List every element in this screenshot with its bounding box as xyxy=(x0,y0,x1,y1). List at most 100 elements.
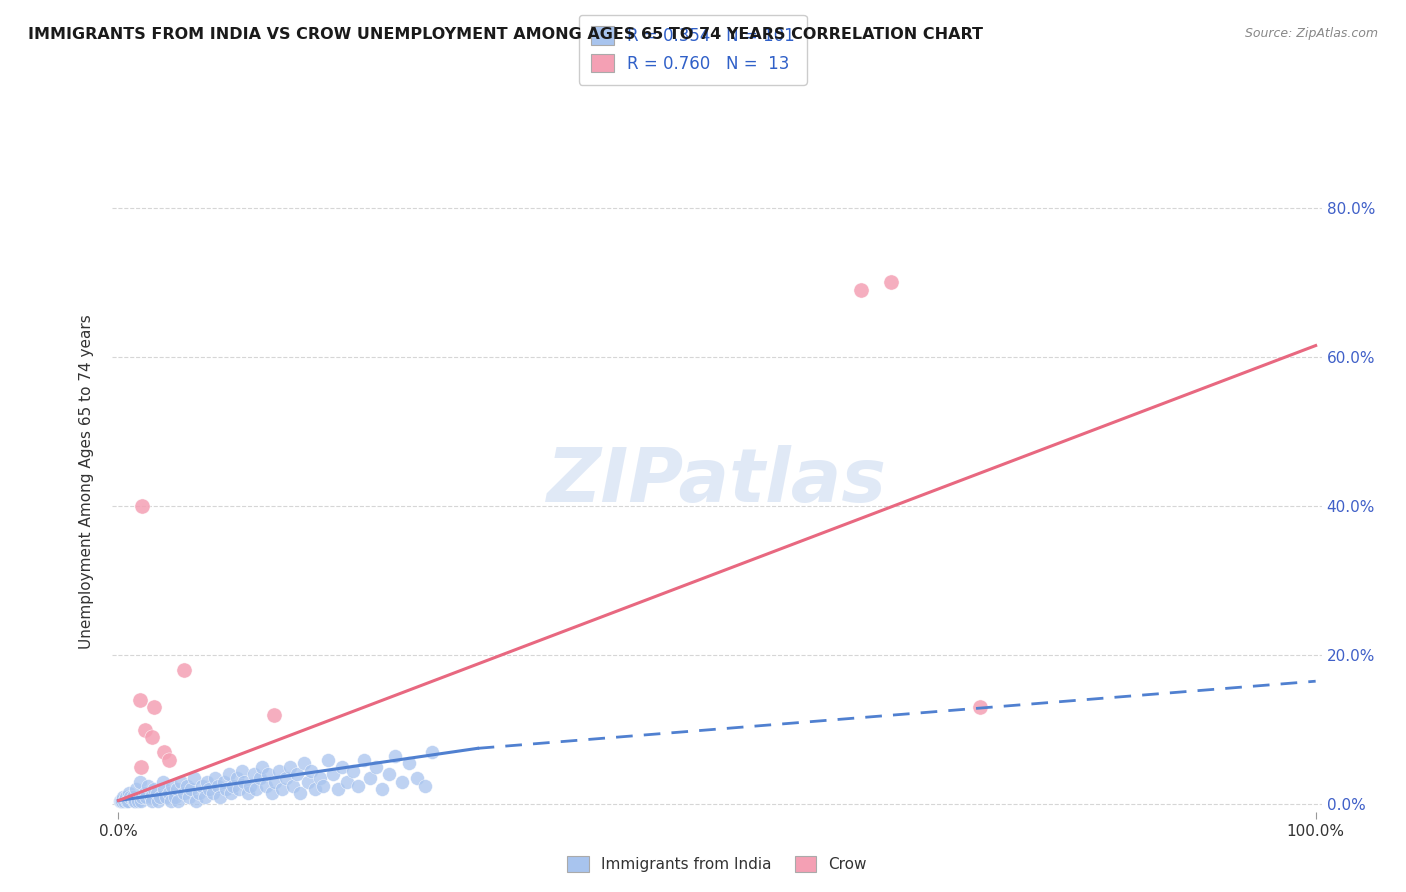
Point xyxy=(183,771,205,785)
Point xyxy=(186,793,208,807)
Point xyxy=(121,789,143,804)
Point xyxy=(135,789,157,804)
Point xyxy=(304,782,326,797)
Point xyxy=(326,782,349,797)
Point xyxy=(143,782,166,797)
Point xyxy=(267,764,290,778)
Text: Source: ZipAtlas.com: Source: ZipAtlas.com xyxy=(1244,27,1378,40)
Point xyxy=(173,786,195,800)
Point xyxy=(143,700,166,714)
Point xyxy=(283,779,305,793)
Point xyxy=(969,700,991,714)
Point xyxy=(336,775,359,789)
Point xyxy=(239,779,262,793)
Point xyxy=(285,767,308,781)
Point xyxy=(236,786,259,800)
Point xyxy=(879,275,901,289)
Text: ZIPatlas: ZIPatlas xyxy=(547,445,887,518)
Point xyxy=(299,764,322,778)
Point xyxy=(271,782,294,797)
Point xyxy=(226,771,249,785)
Point xyxy=(849,283,872,297)
Point xyxy=(254,779,277,793)
Point xyxy=(398,756,420,771)
Point xyxy=(129,693,152,707)
Point xyxy=(187,786,209,800)
Point xyxy=(141,793,163,807)
Text: IMMIGRANTS FROM INDIA VS CROW UNEMPLOYMENT AMONG AGES 65 TO 74 YEARS CORRELATION: IMMIGRANTS FROM INDIA VS CROW UNEMPLOYME… xyxy=(28,27,983,42)
Point xyxy=(115,793,138,807)
Point xyxy=(242,767,264,781)
Point xyxy=(160,793,183,807)
Point xyxy=(117,793,139,807)
Y-axis label: Unemployment Among Ages 65 to 74 years: Unemployment Among Ages 65 to 74 years xyxy=(79,314,94,649)
Point xyxy=(155,789,177,804)
Point xyxy=(308,771,330,785)
Point xyxy=(245,782,267,797)
Point xyxy=(111,793,134,807)
Point xyxy=(278,760,301,774)
Point xyxy=(112,789,135,804)
Point xyxy=(191,779,214,793)
Point xyxy=(207,779,229,793)
Point xyxy=(146,786,169,800)
Legend: Immigrants from India, Crow: Immigrants from India, Crow xyxy=(560,848,875,880)
Point xyxy=(364,760,387,774)
Point xyxy=(114,789,136,804)
Point xyxy=(384,748,406,763)
Point xyxy=(264,775,287,789)
Point xyxy=(153,745,176,759)
Point xyxy=(204,771,226,785)
Point xyxy=(146,793,169,807)
Point xyxy=(129,760,152,774)
Point xyxy=(162,779,184,793)
Point xyxy=(129,775,152,789)
Point xyxy=(108,793,131,807)
Point xyxy=(120,789,142,804)
Point xyxy=(139,789,162,804)
Point xyxy=(134,723,156,737)
Point xyxy=(359,771,381,785)
Point xyxy=(173,663,195,677)
Point xyxy=(212,775,235,789)
Point xyxy=(138,779,160,793)
Point xyxy=(118,786,141,800)
Point xyxy=(405,771,427,785)
Point xyxy=(157,752,180,766)
Point xyxy=(215,782,238,797)
Point xyxy=(131,789,153,804)
Point xyxy=(125,782,148,797)
Point xyxy=(127,793,149,807)
Point xyxy=(152,775,174,789)
Point xyxy=(342,764,364,778)
Point xyxy=(371,782,394,797)
Point xyxy=(413,779,436,793)
Point xyxy=(176,779,198,793)
Point xyxy=(353,752,375,766)
Point xyxy=(218,767,240,781)
Point xyxy=(378,767,401,781)
Point xyxy=(347,779,370,793)
Point xyxy=(292,756,315,771)
Point xyxy=(249,771,271,785)
Point xyxy=(219,786,242,800)
Point xyxy=(131,499,153,513)
Point xyxy=(330,760,353,774)
Point xyxy=(202,786,225,800)
Point xyxy=(177,789,200,804)
Point xyxy=(134,786,156,800)
Point xyxy=(233,775,256,789)
Point xyxy=(114,793,136,807)
Point xyxy=(167,793,190,807)
Point xyxy=(391,775,413,789)
Point xyxy=(228,782,250,797)
Point xyxy=(222,779,245,793)
Point xyxy=(141,730,163,744)
Point xyxy=(420,745,443,759)
Point xyxy=(149,789,172,804)
Point xyxy=(231,764,253,778)
Point xyxy=(322,767,344,781)
Point xyxy=(260,786,283,800)
Point xyxy=(316,752,339,766)
Point xyxy=(257,767,280,781)
